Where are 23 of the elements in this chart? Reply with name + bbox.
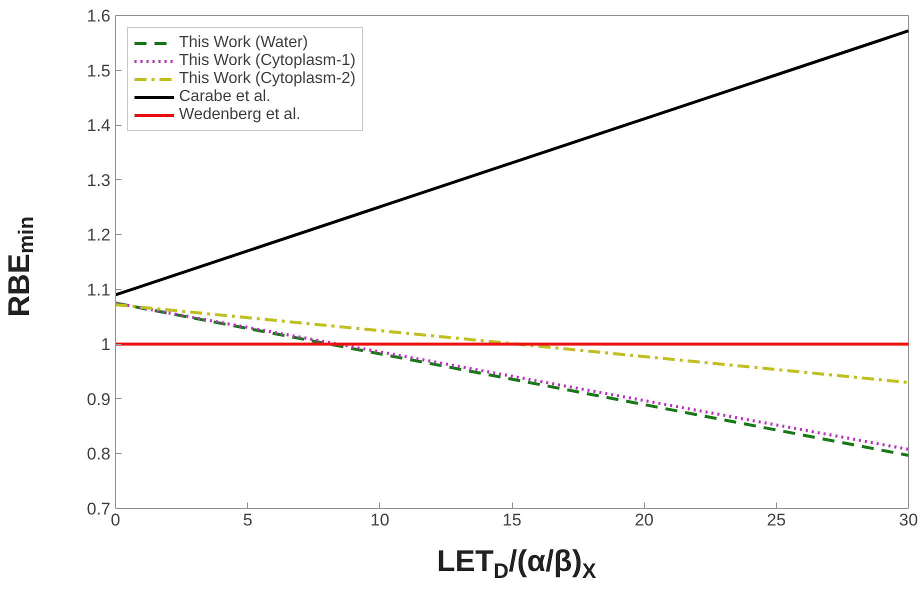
y-tick-label: 1.4 [86, 116, 111, 136]
y-tick-label: 1.6 [86, 6, 111, 26]
y-tick-label: 1.3 [86, 170, 111, 190]
y-tick-label: 1.5 [86, 61, 111, 80]
y-tick-label: 0.7 [86, 500, 111, 518]
y-tick-label: 0.9 [86, 390, 111, 409]
legend-label: Wedenberg et al. [179, 106, 301, 124]
x-axis-title: LET$_{D}$/(α/β)$_{X}$ [436, 544, 598, 583]
x-tick-label: 15 [502, 510, 522, 530]
y-tick-label: 0.8 [86, 444, 111, 464]
x-tick-label: 30 [899, 510, 918, 530]
x-tick-label: 5 [242, 510, 252, 530]
y-tick-label: 1 [101, 335, 111, 354]
y-tick-label: 1.2 [86, 226, 111, 245]
x-tick-label: 10 [370, 510, 390, 530]
legend-label: This Work (Cytoplasm-2) [179, 70, 356, 88]
legend-label: This Work (Cytoplasm-1) [179, 52, 356, 70]
x-tick-label: 20 [634, 510, 654, 530]
legend-label: This Work (Water) [179, 34, 308, 52]
x-tick-label: 25 [766, 510, 786, 530]
legend-label: Carabe et al. [179, 88, 271, 106]
x-tick-label: 0 [110, 510, 120, 530]
y-tick-label: 1.1 [86, 280, 111, 300]
